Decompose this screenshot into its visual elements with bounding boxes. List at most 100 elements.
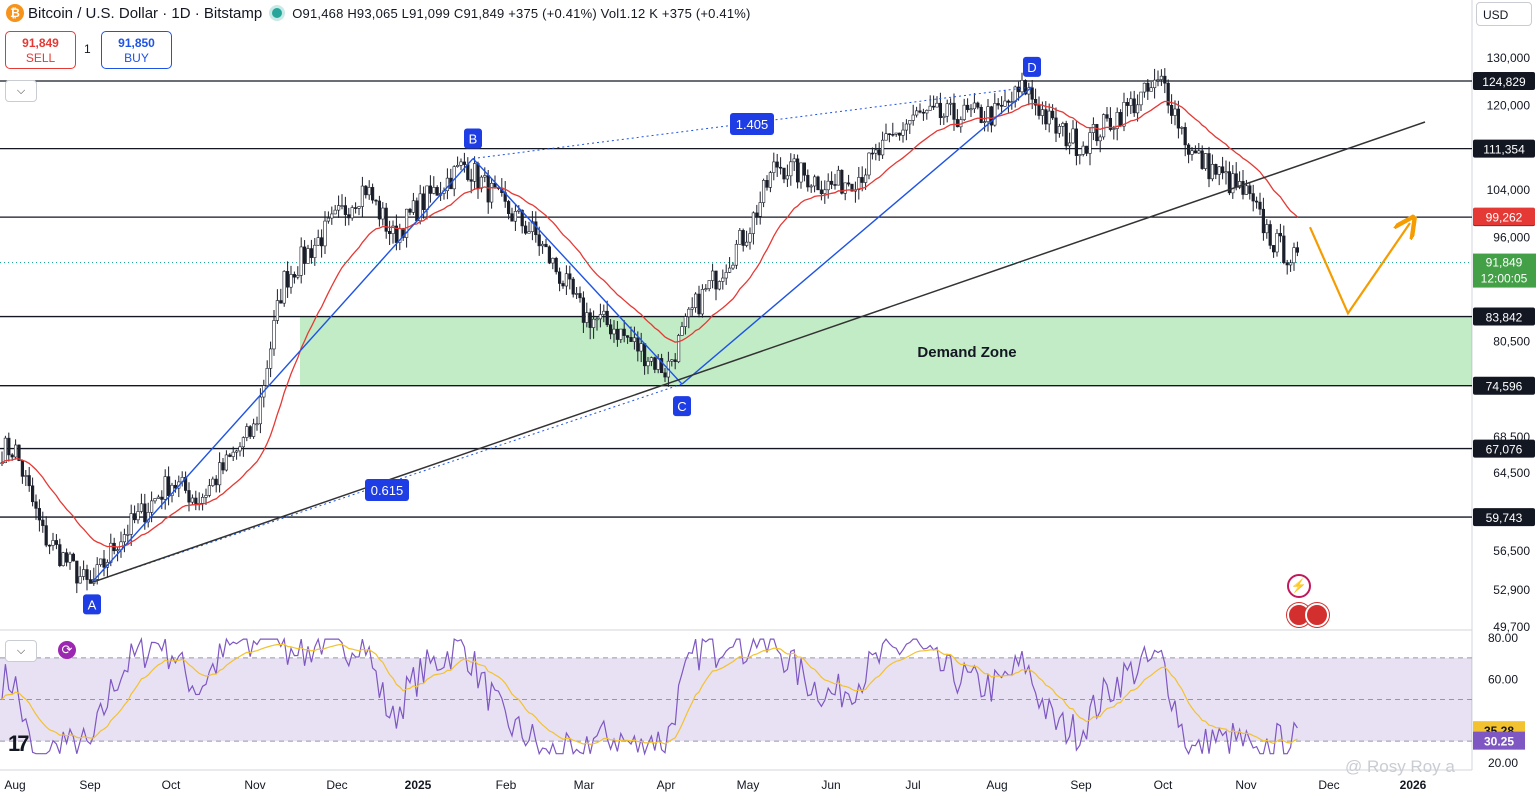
candle-body [95, 564, 99, 580]
buy-button[interactable]: 91,850 BUY [101, 31, 172, 69]
candle-body [1102, 114, 1106, 138]
candle-body [795, 158, 800, 183]
candle-body [265, 368, 269, 386]
ema-price-label: 99,262 [1486, 211, 1523, 225]
candle-body [1061, 123, 1065, 127]
currency-button[interactable]: USD [1476, 2, 1532, 26]
candle-body [228, 454, 232, 457]
candle-body [1071, 128, 1075, 144]
order-quantity[interactable]: 1 [84, 42, 91, 56]
candle-body [901, 129, 905, 136]
candle-body [765, 180, 769, 188]
candle-body [945, 103, 949, 117]
candle-body [540, 243, 545, 247]
pattern-leg-line[interactable] [472, 158, 683, 385]
candle-body [1105, 114, 1109, 119]
candle-body [187, 490, 191, 503]
candle-body [843, 182, 847, 194]
pattern-leg-line[interactable] [91, 158, 474, 583]
candle-body [785, 175, 789, 180]
chevron-down-icon[interactable]: ⌵ [5, 640, 37, 662]
rsi-axis-tick-label: 20.00 [1488, 756, 1518, 770]
candle-body [962, 104, 966, 120]
sell-button[interactable]: 91,849 SELL [5, 31, 76, 69]
candle-body [588, 312, 592, 328]
candle-body [717, 281, 721, 290]
candle-body [537, 234, 541, 247]
candle-body [255, 423, 259, 426]
candle-body [122, 534, 126, 543]
candle-body [71, 553, 75, 562]
candle-body [544, 243, 548, 248]
projection-arrow[interactable] [1308, 223, 1410, 316]
candle-body [486, 175, 490, 203]
candle-body [306, 248, 310, 264]
candle-body [479, 176, 484, 189]
rsi-value-tag [1473, 731, 1525, 750]
candle-body [568, 273, 572, 280]
candle-body [690, 307, 694, 310]
candle-body [1098, 136, 1102, 142]
candle-body [415, 200, 419, 222]
candle-body [758, 202, 762, 217]
symbol-title[interactable]: Bitcoin / U.S. Dollar · 1D · Bitstamp [28, 4, 263, 22]
candle-body [1006, 100, 1010, 103]
time-axis-label: May [737, 778, 760, 792]
candle-body [309, 248, 314, 258]
candle-body [809, 185, 813, 188]
candle-body [139, 503, 144, 512]
chevron-down-icon[interactable]: ⌵ [5, 80, 37, 102]
ascending-trendline[interactable] [91, 121, 1426, 584]
price-axis-tick-label: 96,000 [1493, 230, 1530, 244]
candle-body [1091, 124, 1095, 133]
candle-body [602, 310, 606, 315]
candle-body [846, 182, 851, 185]
price-axis-tick-label: 104,000 [1487, 183, 1531, 197]
candle-body [330, 213, 334, 219]
candle-body [61, 552, 65, 566]
candle-body [755, 212, 759, 217]
candle-body [435, 187, 439, 196]
candle-body [10, 454, 14, 458]
candle-body [554, 257, 558, 273]
pattern-leg-line[interactable] [681, 86, 1033, 385]
candle-body [47, 544, 52, 547]
candle-body [1132, 98, 1136, 114]
candle-body [802, 162, 806, 176]
candle-body [54, 540, 58, 545]
candle-body [996, 103, 1000, 106]
ratio-label: 1.405 [736, 117, 769, 132]
candle-body [639, 343, 643, 352]
candle-body [931, 105, 936, 108]
candle-body [585, 312, 589, 323]
refresh-icon[interactable]: ⟳ [58, 641, 76, 659]
candle-body [58, 544, 62, 566]
candle-body [214, 478, 218, 486]
lightning-icon[interactable]: ⚡ [1287, 574, 1311, 598]
candle-body [1166, 82, 1170, 106]
level-price-label: 74,596 [1486, 380, 1523, 394]
candle-body [275, 300, 280, 321]
candle-body [683, 316, 687, 327]
ratio-badge [365, 479, 409, 501]
candle-body [1153, 79, 1157, 89]
candle-body [364, 185, 368, 196]
candle-body [724, 272, 728, 279]
candle-body [744, 241, 749, 246]
candle-body [472, 163, 477, 182]
us-flag-icon[interactable] [1305, 603, 1329, 627]
time-axis-label: Feb [496, 778, 517, 792]
candle-body [201, 497, 205, 504]
candle-body [914, 110, 919, 116]
candle-body [1040, 109, 1044, 116]
candle-body [150, 500, 154, 513]
candle-body [615, 328, 619, 340]
bitcoin-icon: ₿ [6, 4, 24, 22]
candle-body [1231, 173, 1235, 194]
candle-body [591, 318, 596, 328]
price-axis-tick-label: 52,900 [1493, 583, 1530, 597]
candle-body [347, 214, 351, 219]
candle-body [1204, 153, 1208, 169]
candle-body [751, 212, 755, 234]
